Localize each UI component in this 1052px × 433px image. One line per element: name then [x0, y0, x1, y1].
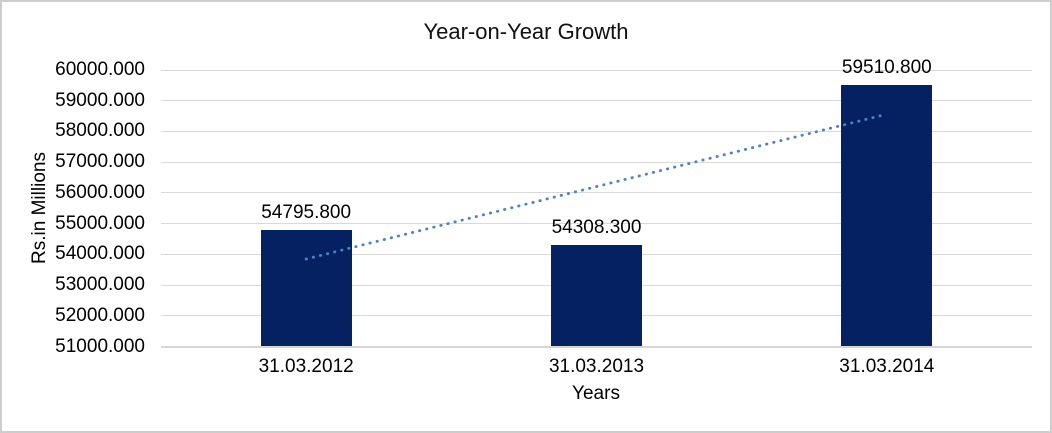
y-tick-label: 59000.000	[55, 89, 145, 111]
y-tick-label: 58000.000	[55, 120, 145, 142]
y-tick-label: 51000.000	[55, 335, 145, 357]
x-tick-label: 31.03.2012	[258, 355, 354, 377]
gridline	[161, 100, 1032, 102]
x-tick-label: 31.03.2013	[548, 355, 645, 377]
gridline	[161, 69, 1032, 71]
bar-value-label: 59510.800	[841, 57, 932, 79]
y-tick-label: 60000.000	[55, 59, 145, 80]
bar-31.03.2012	[260, 229, 352, 347]
y-tick-label: 54000.000	[55, 243, 145, 265]
y-tick-label: 57000.000	[55, 151, 145, 173]
y-tick-label: 55000.000	[55, 212, 145, 234]
y-axis-title: Rs.in Millions	[29, 152, 50, 264]
y-tick-label: 56000.000	[55, 181, 145, 203]
x-axis-title: Years	[572, 383, 620, 404]
bar-value-label: 54308.300	[551, 216, 642, 238]
x-tick-label: 31.03.2014	[839, 355, 935, 377]
bar-value-label: 54795.800	[261, 201, 352, 223]
chart-title: Year-on-Year Growth	[423, 19, 629, 44]
x-axis-line	[161, 345, 1032, 348]
y-tick-label: 52000.000	[55, 304, 145, 326]
bar-31.03.2014	[841, 85, 933, 347]
bar-31.03.2013	[551, 244, 642, 347]
y-tick-label: 53000.000	[55, 274, 145, 296]
